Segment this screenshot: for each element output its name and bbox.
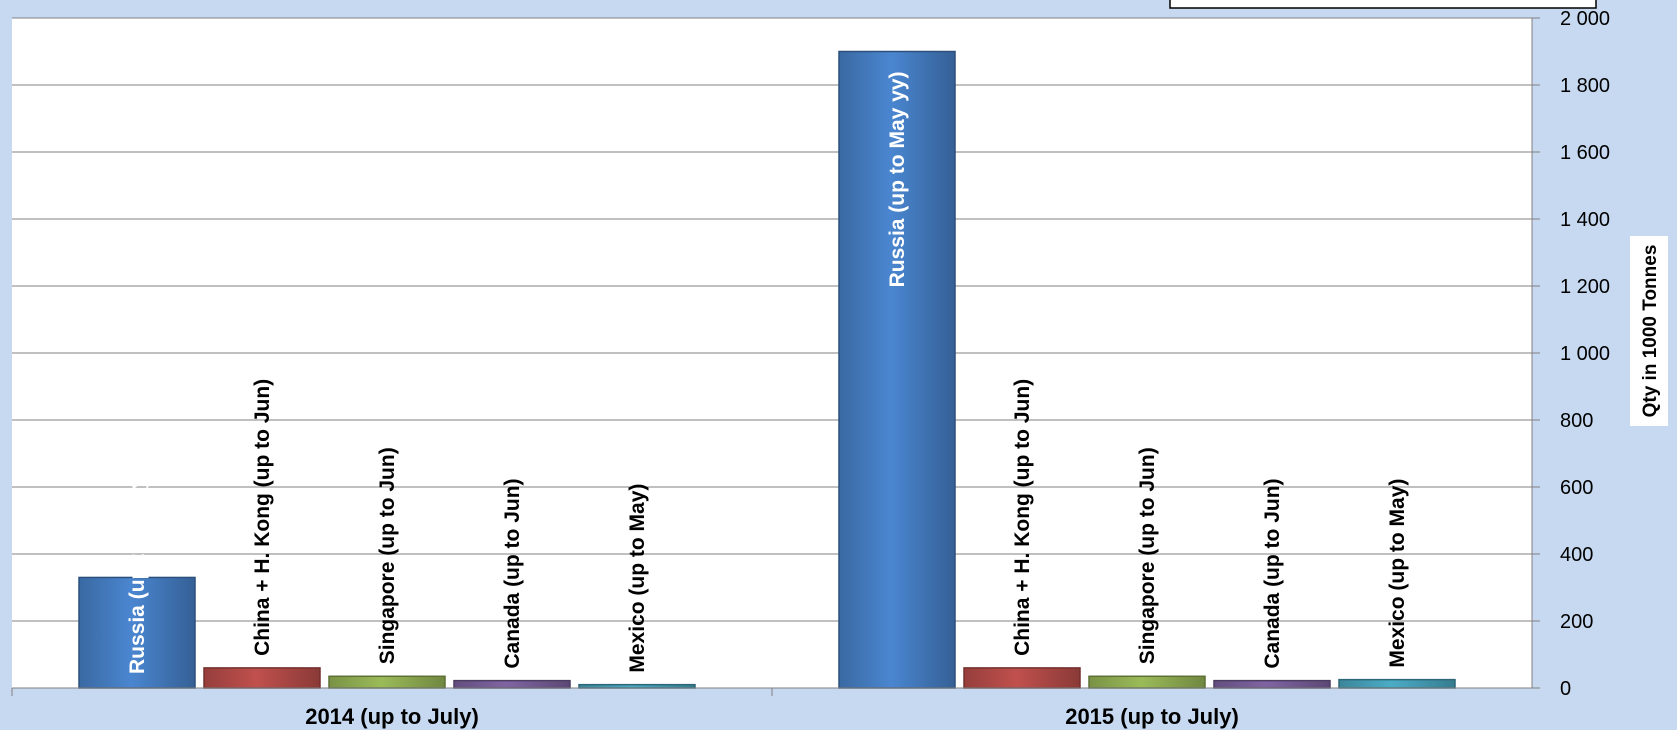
bar-data-label: Canada (up to Jun) (501, 478, 524, 668)
bar-data-label: Russia (up to May yy) (126, 458, 149, 674)
bar-data-label: Russia (up to May yy) (886, 72, 909, 288)
bar-canada (453, 679, 571, 689)
x-category-label: 2014 (up to July) (305, 704, 479, 729)
y-tick-label: 800 (1560, 410, 1593, 432)
y-tick-label: 1 400 (1560, 209, 1610, 231)
bar-mexico (1338, 678, 1456, 689)
bar-canada (1213, 679, 1331, 689)
y-tick-label: 600 (1560, 477, 1593, 499)
bar-data-label: Singapore (up to Jun) (1136, 447, 1159, 664)
bar-russia (78, 576, 196, 689)
y-tick-label: 1 800 (1560, 75, 1610, 97)
bar-data-label: Canada (up to Jun) (1261, 478, 1284, 668)
bar-data-label: Singapore (up to Jun) (376, 447, 399, 664)
y-axis-title-bg (1630, 236, 1668, 426)
y-tick-label: 1 600 (1560, 142, 1610, 164)
y-tick-label: 200 (1560, 611, 1593, 633)
y-tick-label: 400 (1560, 544, 1593, 566)
legend-box (1169, 0, 1597, 9)
y-tick-label: 1 000 (1560, 343, 1610, 365)
bar-singapore (1088, 675, 1206, 689)
bar-singapore (328, 675, 446, 689)
y-axis-title: Qty in 1000 Tonnes (1640, 245, 1661, 418)
x-category-label: 2015 (up to July) (1065, 704, 1239, 729)
bar-china-h-kong (963, 667, 1081, 689)
bar-data-label: Mexico (up to May) (1386, 479, 1409, 668)
bar-data-label: Mexico (up to May) (626, 484, 649, 673)
y-tick-label: 0 (1560, 678, 1571, 700)
bar-data-label: China + H. Kong (up to Jun) (1011, 379, 1034, 656)
y-tick-label: 1 200 (1560, 276, 1610, 298)
bar-russia (838, 50, 956, 689)
bar-data-label: China + H. Kong (up to Jun) (251, 379, 274, 656)
y-tick-label: 2 000 (1560, 8, 1610, 30)
bar-china-h-kong (203, 667, 321, 689)
bar-mexico (578, 683, 696, 689)
